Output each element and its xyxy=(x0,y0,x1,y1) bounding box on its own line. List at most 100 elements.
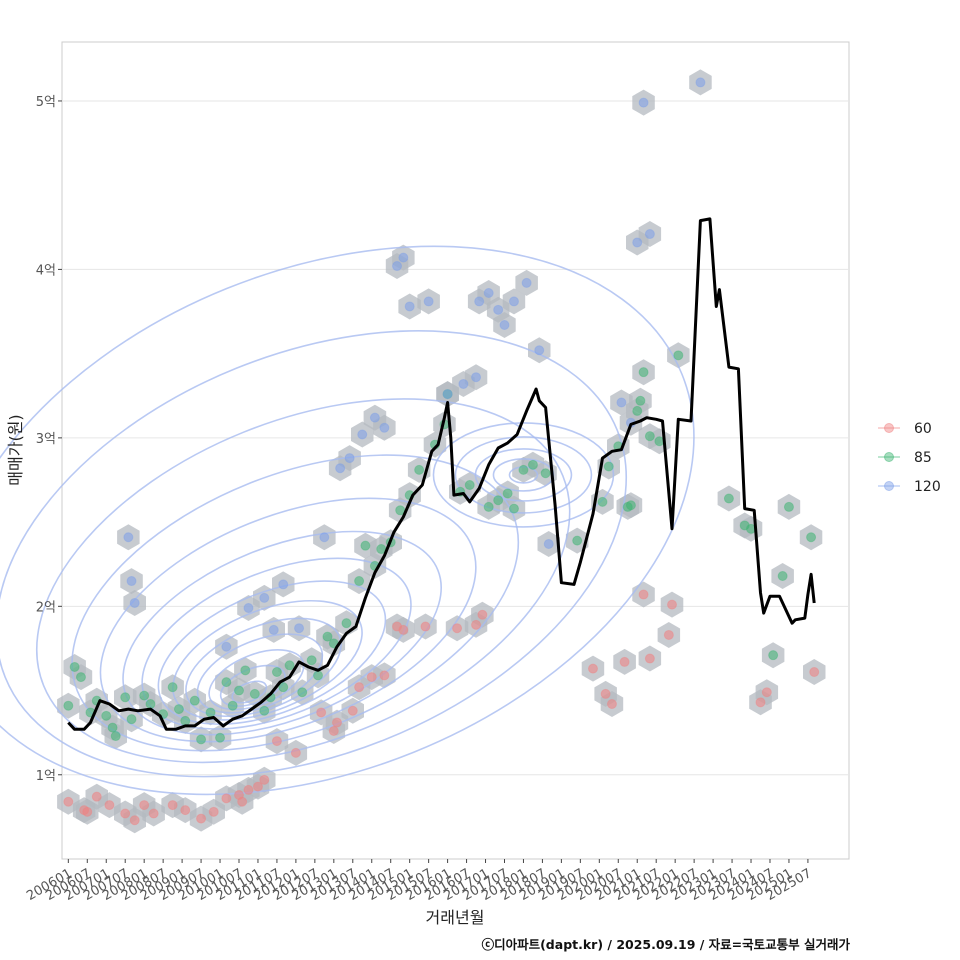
density-contour xyxy=(454,436,593,514)
point-85 xyxy=(673,350,684,361)
point-120 xyxy=(404,301,415,312)
point-85 xyxy=(603,461,614,472)
point-85 xyxy=(597,496,608,507)
point-85 xyxy=(110,731,121,742)
point-85 xyxy=(322,631,333,642)
point-85 xyxy=(644,431,655,442)
y-tick-label: 3억 xyxy=(36,432,56,447)
legend-key-120 xyxy=(884,481,894,491)
point-85 xyxy=(139,690,150,701)
point-60 xyxy=(600,688,611,699)
point-120 xyxy=(379,422,390,433)
point-120 xyxy=(638,97,649,108)
point-85 xyxy=(341,618,352,629)
point-120 xyxy=(335,463,346,474)
series-120 xyxy=(123,77,706,652)
point-60 xyxy=(366,672,377,683)
y-tick-label: 4억 xyxy=(36,263,56,278)
y-tick-label: 1억 xyxy=(36,769,56,784)
point-85 xyxy=(540,468,551,479)
density-contour xyxy=(196,633,324,714)
density-contour xyxy=(99,497,477,743)
point-120 xyxy=(268,624,279,635)
point-120 xyxy=(442,389,453,400)
point-85 xyxy=(180,715,191,726)
point-120 xyxy=(458,378,469,389)
point-120 xyxy=(398,252,409,263)
point-85 xyxy=(75,672,86,683)
point-60 xyxy=(587,663,598,674)
point-85 xyxy=(173,704,184,715)
density-contour xyxy=(172,599,363,721)
point-60 xyxy=(471,619,482,630)
point-85 xyxy=(221,677,232,688)
point-60 xyxy=(606,699,617,710)
point-85 xyxy=(483,501,494,512)
point-85 xyxy=(196,734,207,745)
point-85 xyxy=(464,480,475,491)
point-120 xyxy=(126,576,137,587)
density-contour xyxy=(208,649,305,711)
point-60 xyxy=(180,805,191,816)
point-85 xyxy=(63,700,74,711)
point-85 xyxy=(189,695,200,706)
point-85 xyxy=(625,500,636,511)
plot-panel xyxy=(61,41,850,860)
point-60 xyxy=(347,705,358,716)
point-60 xyxy=(63,796,74,807)
legend-key-85 xyxy=(884,452,894,462)
source-caption: ⓒ디아파트(dapt.kr) / 2025.09.19 / 자료=국토교통부 실… xyxy=(481,937,850,952)
point-120 xyxy=(632,237,643,248)
point-60 xyxy=(619,656,630,667)
point-85 xyxy=(723,493,734,504)
x-axis: 2006012006072007012007072008012008072009… xyxy=(24,859,814,904)
point-85 xyxy=(101,710,112,721)
density-contour xyxy=(474,448,573,502)
point-60 xyxy=(354,682,365,693)
trend-layer xyxy=(67,217,816,731)
trend-line xyxy=(67,217,816,731)
point-120 xyxy=(474,296,485,307)
legend-label-60: 60 xyxy=(914,421,932,437)
point-120 xyxy=(243,603,254,614)
point-60 xyxy=(208,806,219,817)
point-85 xyxy=(527,459,538,470)
point-85 xyxy=(306,655,317,666)
density-contour xyxy=(185,617,342,717)
point-60 xyxy=(252,781,263,792)
point-60 xyxy=(237,796,248,807)
point-60 xyxy=(644,653,655,664)
point-60 xyxy=(290,747,301,758)
point-120 xyxy=(423,296,434,307)
point-120 xyxy=(543,538,554,549)
legend-key-60 xyxy=(884,423,894,433)
y-tick-label: 5억 xyxy=(36,95,56,110)
density-contour xyxy=(231,680,268,704)
point-85 xyxy=(167,682,178,693)
point-120 xyxy=(129,597,140,608)
point-60 xyxy=(420,621,431,632)
point-60 xyxy=(91,791,102,802)
point-85 xyxy=(126,714,137,725)
point-60 xyxy=(452,623,463,634)
point-85 xyxy=(414,464,425,475)
density-contour xyxy=(35,398,571,764)
y-axis-title: 매매가(원) xyxy=(6,414,25,485)
point-120 xyxy=(369,412,380,423)
point-60 xyxy=(809,667,820,678)
point-85 xyxy=(249,688,260,699)
point-60 xyxy=(379,670,390,681)
point-60 xyxy=(761,687,772,698)
point-60 xyxy=(667,599,678,610)
legend-label-120: 120 xyxy=(914,479,941,495)
point-85 xyxy=(635,395,646,406)
point-120 xyxy=(521,277,532,288)
point-120 xyxy=(123,532,134,543)
point-85 xyxy=(69,661,80,672)
point-85 xyxy=(271,667,282,678)
point-60 xyxy=(398,624,409,635)
point-85 xyxy=(145,699,156,710)
point-85 xyxy=(360,540,371,551)
point-60 xyxy=(167,800,178,811)
